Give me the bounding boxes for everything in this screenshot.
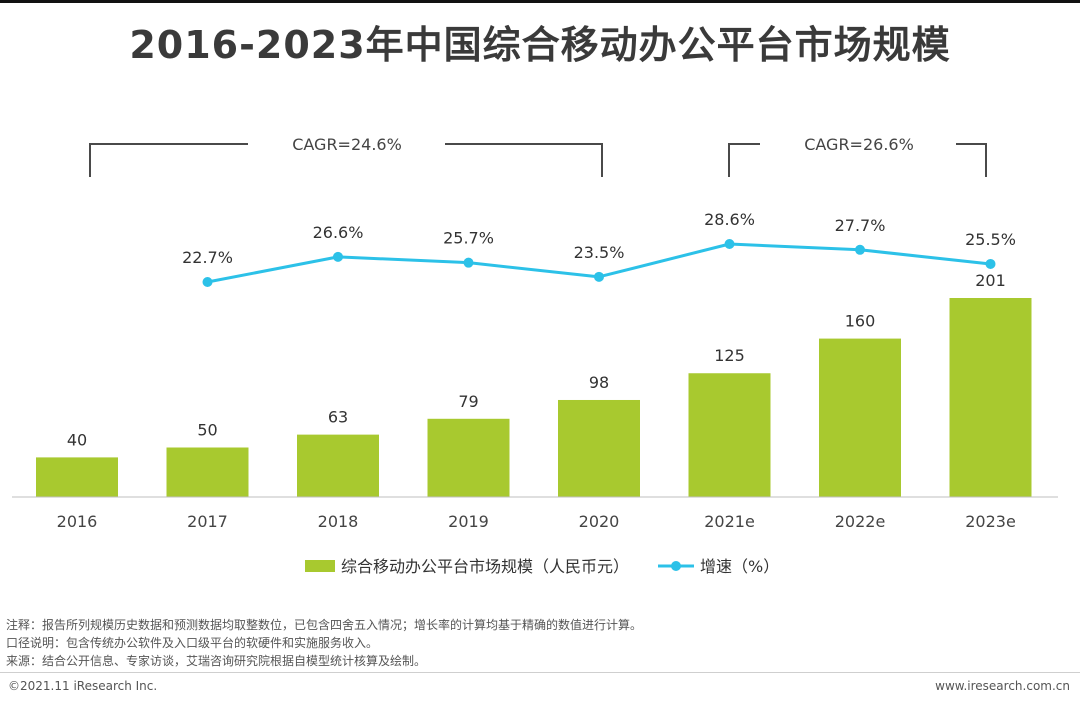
x-tick-label: 2016 bbox=[57, 512, 98, 531]
cagr-bracket-left bbox=[89, 143, 248, 177]
growth-point-2020 bbox=[594, 271, 604, 282]
bar-label: 79 bbox=[458, 392, 478, 411]
bar-2016 bbox=[36, 457, 118, 497]
x-tick-label: 2023e bbox=[965, 512, 1016, 531]
cagr-label: CAGR=24.6% bbox=[292, 135, 402, 154]
bar-2018 bbox=[297, 434, 379, 497]
growth-point-2018 bbox=[333, 251, 343, 262]
note-line: 来源：结合公开信息、专家访谈，艾瑞咨询研究院根据自模型统计核算及绘制。 bbox=[6, 654, 427, 668]
x-tick-label: 2017 bbox=[187, 512, 228, 531]
legend-swatch-bar bbox=[305, 560, 335, 572]
cagr-bracket-left bbox=[728, 143, 760, 177]
growth-label: 28.6% bbox=[704, 210, 755, 229]
bar-label: 50 bbox=[197, 420, 217, 439]
bar-label: 40 bbox=[67, 430, 87, 449]
footer-divider bbox=[0, 672, 1080, 673]
bar-2023e bbox=[949, 298, 1032, 497]
top-border bbox=[0, 0, 1080, 3]
cagr-label: CAGR=26.6% bbox=[804, 135, 914, 154]
copyright: ©2021.11 iResearch Inc. bbox=[8, 679, 158, 693]
bar-2020 bbox=[558, 399, 640, 497]
growth-label: 23.5% bbox=[574, 243, 625, 262]
growth-label: 25.7% bbox=[443, 229, 494, 248]
website: www.iresearch.com.cn bbox=[935, 679, 1070, 693]
growth-point-2021e bbox=[724, 239, 735, 249]
note-line: 口径说明：包含传统办公软件及入口级平台的软硬件和实施服务收入。 bbox=[6, 636, 379, 650]
legend-label-bar: 综合移动办公平台市场规模（人民币元） bbox=[341, 557, 629, 576]
chart-title: 2016-2023年中国综合移动办公平台市场规模 bbox=[129, 23, 951, 67]
cagr-bracket-right bbox=[956, 143, 987, 177]
cagr-bracket-right bbox=[445, 143, 603, 177]
legend-swatch-point bbox=[671, 561, 681, 571]
bar-label: 201 bbox=[975, 271, 1006, 290]
bar-label: 98 bbox=[589, 373, 609, 392]
x-tick-label: 2022e bbox=[835, 512, 886, 531]
note-line: 注释：报告所列规模历史数据和预测数据均取整数位，已包含四舍五入情况；增长率的计算… bbox=[6, 618, 643, 632]
notes-block: 注释：报告所列规模历史数据和预测数据均取整数位，已包含四舍五入情况；增长率的计算… bbox=[6, 616, 642, 670]
x-tick-label: 2019 bbox=[448, 512, 489, 531]
bar-2017 bbox=[166, 447, 249, 497]
x-tick-label: 2018 bbox=[318, 512, 359, 531]
chart-area: 40 50 63 79 98 125 160 201 2016 2017 2018 2019 2020 2… bbox=[12, 135, 1058, 576]
growth-label: 26.6% bbox=[313, 223, 364, 242]
growth-label: 22.7% bbox=[182, 248, 233, 267]
growth-label: 25.5% bbox=[965, 230, 1016, 249]
growth-point-2023e bbox=[985, 258, 996, 269]
x-tick-label: 2021e bbox=[704, 512, 755, 531]
x-tick-label: 2020 bbox=[579, 512, 620, 531]
bar-2021e bbox=[688, 373, 771, 497]
bar-label: 125 bbox=[714, 346, 745, 365]
bar-2019 bbox=[427, 418, 510, 497]
growth-point-2022e bbox=[855, 244, 865, 255]
growth-point-2019 bbox=[463, 257, 474, 268]
legend-label-line: 增速（%） bbox=[700, 557, 779, 576]
bar-2022e bbox=[819, 338, 901, 497]
growth-label: 27.7% bbox=[835, 216, 886, 235]
bar-label: 63 bbox=[328, 408, 348, 427]
bar-label: 160 bbox=[845, 312, 876, 331]
growth-point-2017 bbox=[202, 277, 213, 287]
